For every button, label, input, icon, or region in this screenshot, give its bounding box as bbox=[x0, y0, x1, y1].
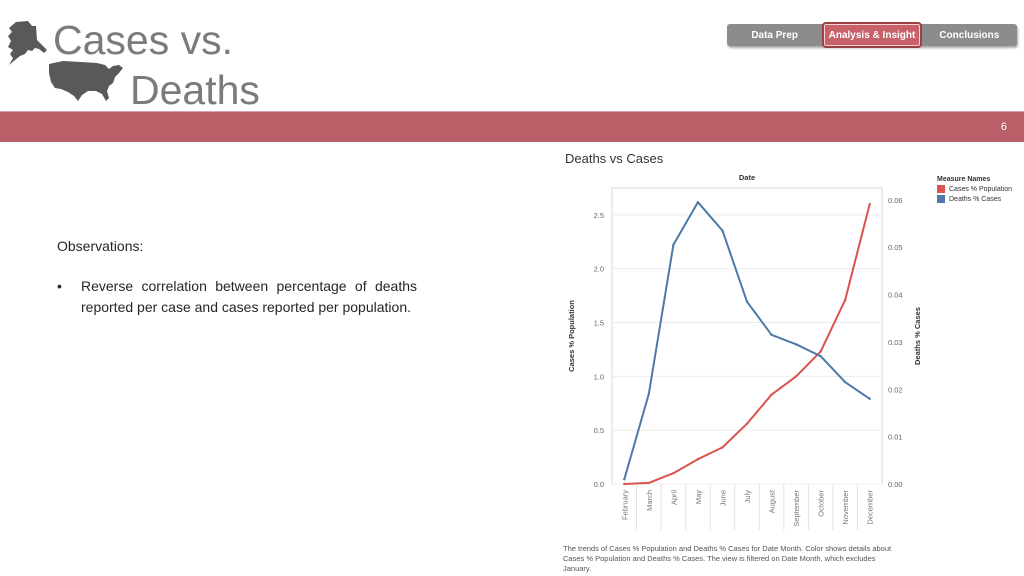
x-tick-label: April bbox=[669, 490, 678, 505]
y-right-tick-label: 0.06 bbox=[888, 196, 903, 205]
x-tick-label: December bbox=[866, 490, 875, 525]
tab-data-prep[interactable]: Data Prep bbox=[751, 29, 798, 41]
x-tick-label: June bbox=[718, 490, 727, 506]
y-right-tick-label: 0.05 bbox=[888, 243, 903, 252]
y-left-tick-label: 2.0 bbox=[594, 265, 604, 274]
tab-analysis-insight[interactable]: Analysis & Insight bbox=[822, 22, 922, 48]
navigation-bar: Data Prep Analysis & Insight Conclusions bbox=[727, 22, 1017, 48]
data-point-cases bbox=[647, 481, 651, 485]
observation-text: Reverse correlation between percentage o… bbox=[81, 278, 417, 315]
x-tick-label: November bbox=[841, 490, 850, 525]
data-point-deaths bbox=[770, 333, 773, 337]
x-tick-label: October bbox=[817, 490, 826, 517]
data-point-deaths bbox=[647, 392, 651, 396]
legend-item-cases: Cases % Population bbox=[937, 185, 1012, 193]
data-point-cases bbox=[868, 202, 871, 206]
y-left-tick-label: 1.0 bbox=[594, 372, 604, 381]
y-left-axis-label: Cases % Population bbox=[567, 300, 576, 372]
legend-swatch-deaths bbox=[937, 195, 945, 203]
legend-label-cases: Cases % Population bbox=[949, 185, 1013, 193]
legend-swatch-cases bbox=[937, 185, 945, 193]
y-right-tick-label: 0.02 bbox=[888, 385, 903, 394]
data-point-cases bbox=[745, 422, 749, 425]
x-tick-label: March bbox=[645, 490, 654, 511]
data-point-deaths bbox=[819, 354, 822, 358]
data-point-deaths bbox=[794, 343, 798, 346]
chart-caption: The trends of Cases % Population and Dea… bbox=[563, 544, 892, 573]
y-right-axis-label: Deaths % Cases bbox=[913, 307, 922, 365]
x-tick-label: August bbox=[768, 489, 777, 513]
y-right-tick-label: 0.01 bbox=[888, 433, 903, 442]
data-point-deaths bbox=[745, 300, 749, 303]
y-right-tick-label: 0.03 bbox=[888, 338, 903, 347]
data-point-deaths bbox=[696, 201, 700, 204]
alaska-map-icon bbox=[8, 21, 47, 65]
y-left-tick-label: 1.5 bbox=[594, 319, 604, 328]
data-point-cases bbox=[794, 375, 798, 378]
data-point-deaths bbox=[843, 380, 847, 384]
title-line-2: Deaths bbox=[130, 67, 260, 113]
data-point-cases bbox=[721, 446, 724, 449]
y-left-tick-label: 0.0 bbox=[594, 480, 604, 489]
page-title-block: Cases vs. Deaths bbox=[0, 0, 320, 112]
data-point-cases bbox=[819, 350, 822, 353]
legend-label-deaths: Deaths % Cases bbox=[949, 195, 1002, 203]
observation-item: • Reverse correlation between percentage… bbox=[57, 276, 417, 318]
x-tick-label: July bbox=[743, 490, 752, 504]
y-left-tick-label: 0.5 bbox=[594, 426, 604, 435]
legend-title: Measure Names bbox=[937, 176, 991, 183]
usa-map-icon bbox=[49, 61, 123, 101]
bullet: • bbox=[57, 278, 62, 294]
observations-heading: Observations: bbox=[57, 238, 144, 254]
chart-title: Deaths vs Cases bbox=[565, 151, 664, 166]
x-axis-label: Date bbox=[739, 173, 755, 182]
y-right-tick-label: 0.04 bbox=[888, 291, 903, 300]
title-line-1: Cases vs. bbox=[53, 17, 233, 63]
banner-bar: 6 bbox=[0, 111, 1024, 142]
data-point-deaths bbox=[623, 478, 626, 481]
tab-conclusions[interactable]: Conclusions bbox=[939, 29, 1000, 41]
data-point-cases bbox=[843, 298, 847, 302]
data-point-cases bbox=[623, 482, 626, 486]
x-tick-label: September bbox=[792, 489, 801, 526]
y-left-tick-label: 2.5 bbox=[594, 211, 604, 220]
plot-area bbox=[611, 187, 883, 485]
y-right-tick-label: 0.00 bbox=[888, 480, 903, 489]
x-tick-label: May bbox=[694, 490, 703, 504]
page-number: 6 bbox=[1000, 121, 1007, 133]
data-point-cases bbox=[770, 393, 773, 396]
legend-item-deaths: Deaths % Cases bbox=[937, 195, 1012, 203]
observations-list: • Reverse correlation between percentage… bbox=[57, 276, 417, 318]
x-tick-label: February bbox=[620, 490, 629, 520]
line-chart: 0.0 0.5 1.0 1.5 2.0 2.5 0.00 0.01 0.02 0.03 0.04 0.… bbox=[567, 173, 922, 530]
data-point-cases bbox=[672, 472, 675, 475]
data-point-cases bbox=[696, 458, 700, 461]
data-point-deaths bbox=[868, 397, 871, 400]
legend: Measure Names Cases % Population Deaths … bbox=[937, 176, 1012, 205]
data-point-deaths bbox=[721, 229, 724, 232]
data-point-deaths bbox=[672, 243, 675, 247]
